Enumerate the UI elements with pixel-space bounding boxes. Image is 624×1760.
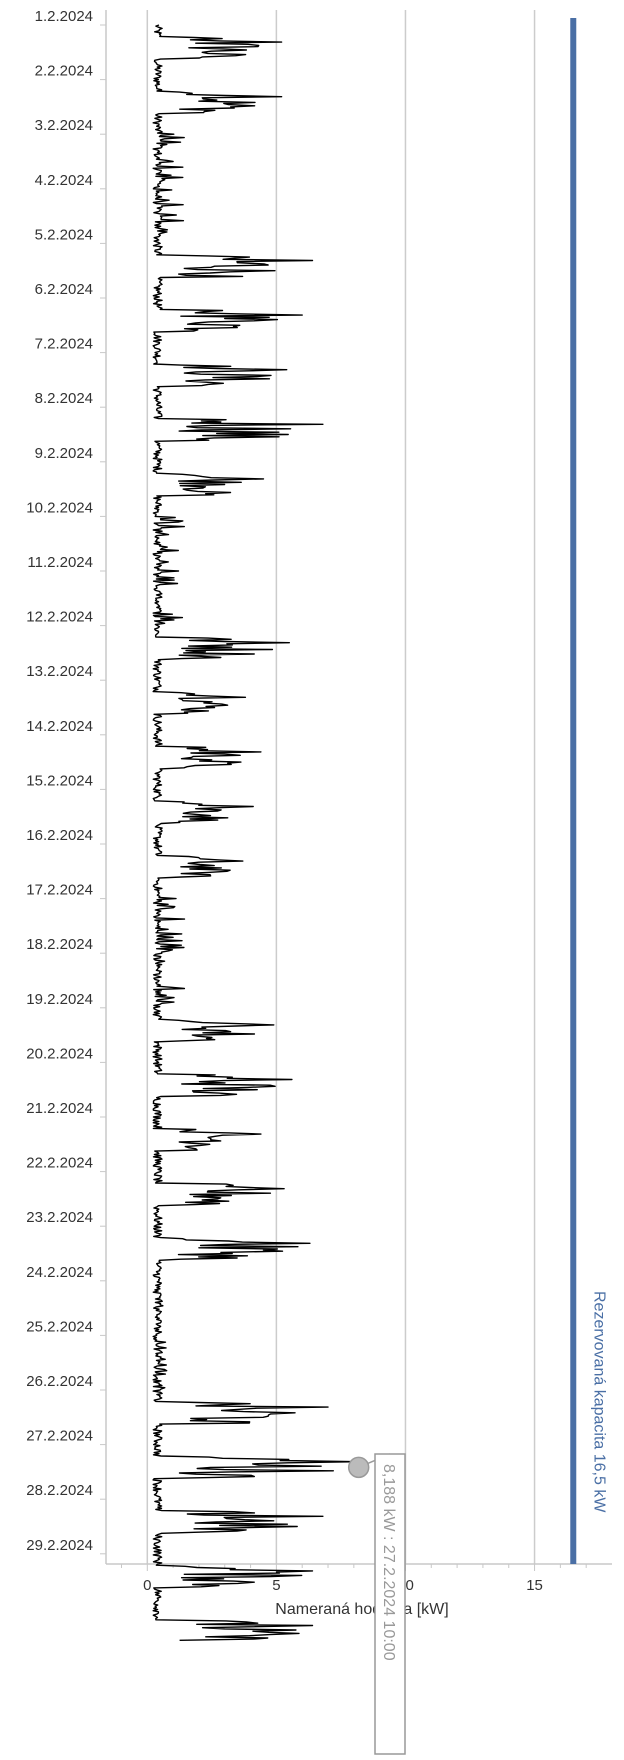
date-tick-label: 5.2.2024 — [35, 226, 93, 243]
date-tick-label: 1.2.2024 — [35, 8, 93, 25]
axes — [100, 10, 612, 1571]
date-tick-label: 11.2.2024 — [27, 554, 93, 571]
date-tick-label: 7.2.2024 — [35, 336, 93, 353]
tooltip-text: 8,188 kW : 27.2.2024 10:00 — [380, 1464, 397, 1661]
date-tick-label: 24.2.2024 — [26, 1264, 93, 1281]
x-axis-title: Nameraná hodnota [kW] — [275, 1601, 448, 1618]
x-tick-label-5: 5 — [272, 1577, 280, 1594]
date-tick-label: 16.2.2024 — [26, 827, 93, 844]
date-tick-label: 12.2.2024 — [26, 609, 93, 626]
date-tick-label: 25.2.2024 — [26, 1318, 93, 1335]
x-tick-label-15: 15 — [526, 1577, 543, 1594]
date-tick-label: 26.2.2024 — [26, 1373, 93, 1390]
date-tick-label: 8.2.2024 — [35, 390, 93, 407]
date-tick-label: 22.2.2024 — [26, 1155, 93, 1172]
date-tick-label: 15.2.2024 — [26, 772, 93, 789]
date-tick-label: 21.2.2024 — [26, 1100, 93, 1117]
tooltip: 8,188 kW : 27.2.2024 10:00 — [347, 1453, 406, 1755]
reserved-capacity-label: Rezervovaná kapacita 16,5 kW — [590, 1291, 607, 1513]
date-tick-label: 4.2.2024 — [35, 172, 93, 189]
date-tick-label: 10.2.2024 — [26, 499, 93, 516]
date-tick-label: 23.2.2024 — [26, 1209, 93, 1226]
date-tick-label: 28.2.2024 — [26, 1482, 93, 1499]
grid-lines — [146, 10, 536, 1564]
series-line — [152, 24, 360, 1641]
date-tick-label: 20.2.2024 — [26, 1045, 93, 1062]
date-tick-label: 2.2.2024 — [35, 63, 93, 80]
date-tick-label: 18.2.2024 — [26, 936, 93, 953]
x-tick-label-0: 0 — [143, 1577, 151, 1594]
date-tick-label: 17.2.2024 — [26, 882, 93, 899]
date-tick-label: 3.2.2024 — [35, 117, 93, 134]
date-tick-label: 6.2.2024 — [35, 281, 93, 298]
tooltip-box — [374, 1453, 406, 1755]
tooltip-marker — [347, 1456, 370, 1479]
date-tick-labels: 1.2.2024 2.2.2024 3.2.2024 4.2.2024 5.2.2024… — [26, 8, 93, 1554]
date-tick-label: 14.2.2024 — [26, 718, 93, 735]
date-tick-label: 13.2.2024 — [26, 663, 93, 680]
date-tick-label: 29.2.2024 — [26, 1537, 93, 1554]
date-tick-label: 19.2.2024 — [26, 991, 93, 1008]
date-tick-label: 27.2.2024 — [26, 1428, 93, 1445]
date-tick-label: 9.2.2024 — [35, 445, 93, 462]
reference-line-group: Rezervovaná kapacita 16,5 kW — [570, 18, 607, 1564]
series-group — [152, 24, 360, 1641]
